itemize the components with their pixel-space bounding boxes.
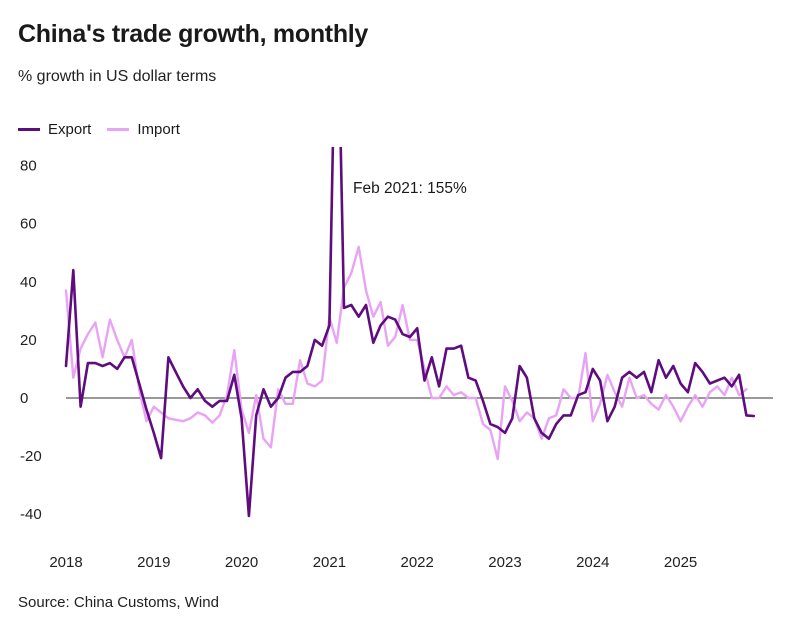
legend-swatch-export xyxy=(18,128,40,131)
legend-label-import: Import xyxy=(137,121,180,138)
export-series-line xyxy=(64,147,756,518)
series-layer xyxy=(64,147,756,518)
peak-annotation: Feb 2021: 155% xyxy=(353,180,467,197)
x-tick-label: 2023 xyxy=(488,554,521,571)
x-tick-label: 2025 xyxy=(664,554,697,571)
source-note: Source: China Customs, Wind xyxy=(18,594,219,611)
y-tick-label: 20 xyxy=(20,332,37,349)
x-tick-label: 2020 xyxy=(225,554,258,571)
legend-label-export: Export xyxy=(48,121,92,138)
x-tick-label: 2021 xyxy=(313,554,346,571)
y-tick-label: 0 xyxy=(20,390,28,407)
legend-item-export[interactable]: Export xyxy=(18,121,91,138)
y-tick-label: -20 xyxy=(20,448,42,465)
x-tick-label: 2022 xyxy=(401,554,434,571)
x-tick-label: 2018 xyxy=(49,554,82,571)
y-tick-label: -40 xyxy=(20,506,42,523)
y-tick-label: 40 xyxy=(20,274,37,291)
legend-swatch-import xyxy=(107,128,130,131)
y-tick-label: 80 xyxy=(20,158,37,175)
y-tick-label: 60 xyxy=(20,216,37,233)
chart-subtitle: % growth in US dollar terms xyxy=(18,68,217,85)
legend: Export Import xyxy=(18,121,196,138)
y-axis: -40 -20 0 20 40 60 80 xyxy=(20,158,42,524)
chart-title: China's trade growth, monthly xyxy=(18,20,369,48)
legend-item-import[interactable]: Import xyxy=(107,121,180,138)
x-tick-label: 2019 xyxy=(137,554,170,571)
import-series-line xyxy=(64,245,748,461)
x-tick-label: 2024 xyxy=(576,554,609,571)
x-axis: 2018 2019 2020 2021 2022 2023 2024 2025 xyxy=(49,554,697,571)
